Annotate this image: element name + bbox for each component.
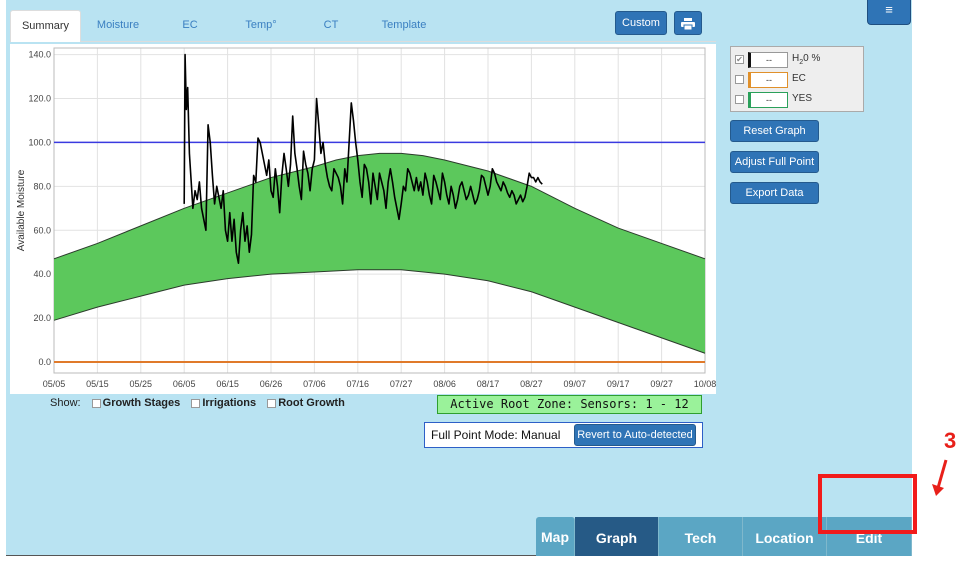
band-lower-line <box>53 269 706 354</box>
x-tick-label: 07/27 <box>390 379 413 389</box>
bottom-tab-graph[interactable]: Graph <box>575 517 659 556</box>
adjust-full-point-button[interactable]: Adjust Full Point <box>730 151 819 173</box>
series-legend: ✔ -- H20 % -- EC -- YES <box>730 46 864 112</box>
y-tick-label: 100.0 <box>28 137 51 147</box>
annotation-number: 3 <box>944 428 957 453</box>
tab-ct[interactable]: CT <box>323 19 339 31</box>
y-axis-label: Available Moisture <box>16 169 27 251</box>
x-tick-label: 05/05 <box>43 379 66 389</box>
y-tick-label: 0.0 <box>38 357 51 367</box>
bottom-line <box>6 555 912 556</box>
annotation-arrow-icon <box>932 459 948 496</box>
irrigations-label: Irrigations <box>202 397 257 409</box>
x-tick-label: 06/05 <box>173 379 196 389</box>
legend-label-yes: YES <box>792 93 813 104</box>
legend-value-yes: -- <box>748 92 788 108</box>
x-tick-label: 09/27 <box>650 379 673 389</box>
revert-auto-detected-button[interactable]: Revert to Auto-detected <box>574 424 696 446</box>
y-tick-label: 60.0 <box>33 225 51 235</box>
legend-checkbox-yes[interactable] <box>735 95 744 104</box>
reset-graph-button[interactable]: Reset Graph <box>730 120 819 142</box>
tab-moisture[interactable]: Moisture <box>96 19 140 31</box>
menu-button[interactable]: ≡ <box>867 0 911 25</box>
custom-button[interactable]: Custom <box>615 11 667 35</box>
growth-stages-label: Growth Stages <box>102 397 181 409</box>
legend-value-ec: -- <box>748 72 788 88</box>
tab-summary[interactable]: Summary <box>10 10 81 42</box>
full-point-mode-panel: Full Point Mode: Manual Revert to Auto-d… <box>424 422 703 448</box>
bottom-tab-map[interactable]: Map <box>536 517 575 556</box>
legend-label-ec: EC <box>792 73 806 84</box>
x-tick-label: 08/17 <box>477 379 500 389</box>
band-upper-line <box>53 152 706 260</box>
root-growth-label: Root Growth <box>278 397 345 409</box>
tab-temp[interactable]: Temp° <box>245 19 277 31</box>
bottom-tab-location[interactable]: Location <box>743 517 827 556</box>
hamburger-icon: ≡ <box>885 2 893 17</box>
moisture-series-line <box>183 53 543 265</box>
legend-item-h2o[interactable]: ✔ -- H20 % <box>731 51 863 69</box>
show-label: Show: <box>50 397 81 409</box>
legend-label-h2o: H20 % <box>792 53 821 66</box>
legend-value-h2o: -- <box>748 52 788 68</box>
bottom-tab-tech[interactable]: Tech <box>659 517 743 556</box>
y-tick-label: 120.0 <box>28 94 51 104</box>
printer-icon <box>681 18 695 31</box>
x-tick-label: 05/15 <box>86 379 109 389</box>
x-tick-label: 08/06 <box>433 379 456 389</box>
tab-template[interactable]: Template <box>381 19 427 31</box>
moisture-chart: 05/05 05/15 05/25 06/05 06/15 06/26 07/06 07/16… <box>10 44 716 394</box>
bottom-tab-edit[interactable]: Edit <box>827 517 912 556</box>
view-tabs: Summary Moisture EC Temp° CT Template <box>10 10 716 42</box>
x-tick-label: 07/16 <box>347 379 370 389</box>
x-tick-label: 09/17 <box>607 379 630 389</box>
x-tick-label: 05/25 <box>130 379 153 389</box>
growth-stages-checkbox[interactable] <box>91 398 101 408</box>
annotation-highlight-box <box>818 474 917 534</box>
full-point-mode-label: Full Point Mode: Manual <box>431 428 561 442</box>
active-root-zone-indicator: Active Root Zone: Sensors: 1 - 12 <box>437 395 702 414</box>
print-button[interactable] <box>674 11 702 35</box>
legend-checkbox-h2o[interactable]: ✔ <box>735 55 744 64</box>
left-edge <box>0 0 6 556</box>
tab-ec[interactable]: EC <box>182 19 198 31</box>
legend-item-yes[interactable]: -- YES <box>731 91 863 109</box>
legend-item-ec[interactable]: -- EC <box>731 71 863 89</box>
x-tick-label: 10/08 <box>694 379 716 389</box>
y-tick-label: 20.0 <box>33 313 51 323</box>
y-tick-label: 140.0 <box>28 50 51 60</box>
moisture-chart-svg[interactable]: 05/05 05/15 05/25 06/05 06/15 06/26 07/06 07/16… <box>10 44 716 394</box>
target-band <box>54 153 705 354</box>
irrigations-checkbox[interactable] <box>191 398 201 408</box>
export-data-button[interactable]: Export Data <box>730 182 819 204</box>
x-tick-label: 09/07 <box>564 379 587 389</box>
y-tick-label: 40.0 <box>33 269 51 279</box>
plot-border <box>53 47 706 374</box>
x-tick-label: 07/06 <box>303 379 326 389</box>
y-tick-label: 80.0 <box>33 181 51 191</box>
show-options: Show: Growth Stages Irrigations Root Gro… <box>50 397 345 409</box>
legend-checkbox-ec[interactable] <box>735 75 744 84</box>
x-tick-label: 06/26 <box>260 379 283 389</box>
x-tick-label: 08/27 <box>520 379 543 389</box>
x-tick-label: 06/15 <box>216 379 239 389</box>
root-growth-checkbox[interactable] <box>267 398 277 408</box>
